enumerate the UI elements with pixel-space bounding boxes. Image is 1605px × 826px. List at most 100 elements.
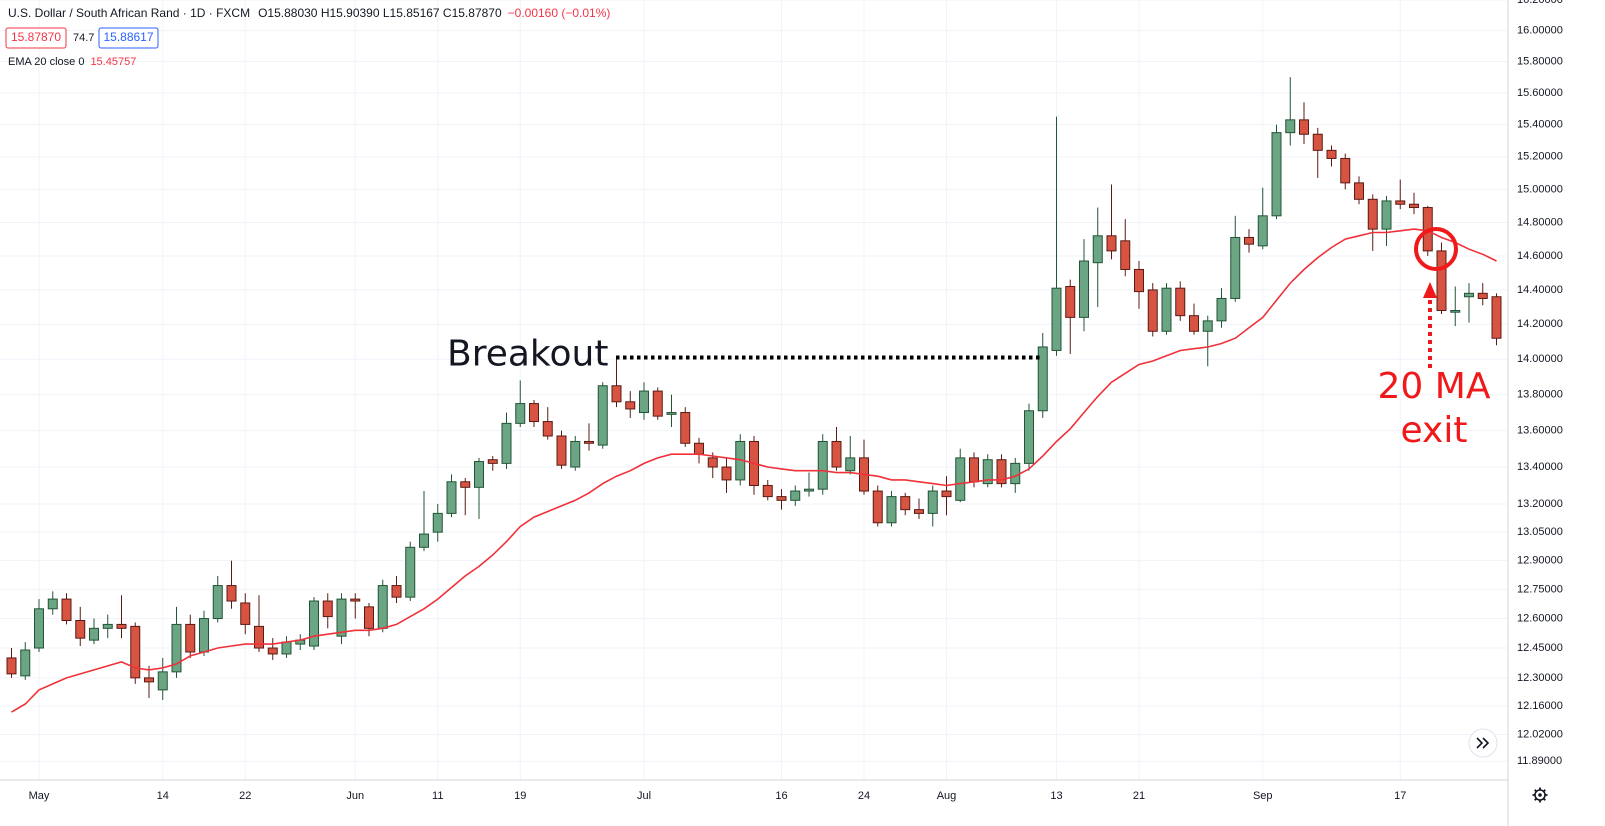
x-tick-label: Jun <box>346 790 364 802</box>
candle-body <box>1326 149 1337 159</box>
candle-body <box>309 600 319 647</box>
candle-body <box>212 585 223 620</box>
bid-box[interactable] <box>5 27 67 49</box>
candle-body <box>144 677 154 683</box>
candle-body <box>377 585 388 629</box>
candle-body <box>707 457 718 468</box>
ask-box[interactable] <box>98 27 159 49</box>
y-tick-label: 16.00000 <box>1517 24 1563 36</box>
candle-body <box>501 422 512 464</box>
scroll-button-icon[interactable] <box>1476 737 1490 749</box>
candle-body <box>240 602 251 625</box>
breakout-label: Breakout <box>447 333 608 374</box>
candle-body <box>776 496 787 501</box>
candle-body <box>322 600 333 618</box>
y-tick-label: 13.40000 <box>1517 461 1563 473</box>
candle-body <box>1189 315 1199 332</box>
candle-body <box>171 623 182 673</box>
x-tick-label: May <box>29 790 50 802</box>
candle-body <box>845 457 856 472</box>
candle-body <box>721 466 732 481</box>
candle-body <box>446 481 457 514</box>
x-tick-label: 22 <box>239 790 251 802</box>
candle-body <box>1202 320 1213 332</box>
indicator-legend: EMA 20 close 0 15.45757 <box>8 56 136 68</box>
y-tick-label: 15.40000 <box>1517 119 1563 131</box>
candle-body <box>831 440 842 468</box>
candle-body <box>969 457 979 483</box>
candle-body <box>419 533 429 548</box>
candle-body <box>1134 268 1144 293</box>
y-tick-label: 12.60000 <box>1517 612 1563 624</box>
candle-body <box>391 585 402 598</box>
candle-body <box>584 440 594 444</box>
candle-body <box>611 385 622 403</box>
candle-body <box>1436 250 1447 311</box>
candle-body <box>597 385 608 446</box>
candle-body <box>199 618 209 653</box>
grid <box>0 0 1508 780</box>
candle-body <box>1051 287 1062 351</box>
bid-price[interactable]: 15.87870 <box>11 30 61 44</box>
candle-body <box>625 401 636 410</box>
candle-body <box>927 490 938 514</box>
header: U.S. Dollar / South African Rand · 1D · … <box>5 6 611 68</box>
y-tick-label: 15.80000 <box>1517 55 1563 67</box>
candle-body <box>487 459 498 464</box>
y-tick-label: 13.05000 <box>1517 526 1563 538</box>
candle-body <box>61 598 72 622</box>
y-tick-label: 12.30000 <box>1517 672 1563 684</box>
ask-price[interactable]: 15.88617 <box>103 30 153 44</box>
candle-body <box>6 657 17 675</box>
candle-body <box>267 647 278 655</box>
exit-label: exit <box>1401 410 1468 451</box>
y-tick-label: 12.75000 <box>1517 583 1563 595</box>
change: −0.00160 (−0.01%) <box>508 6 611 20</box>
gear-hub[interactable] <box>1538 793 1542 797</box>
axes: 11.89000 12.02000 12.16000 12.30000 12.45000… <box>29 0 1563 802</box>
candle-body <box>680 412 691 444</box>
x-tick-label: Jul <box>637 790 651 802</box>
candle-body <box>1395 200 1406 205</box>
ema-line <box>11 228 1497 713</box>
candle-body <box>1367 198 1378 230</box>
candle-body <box>1230 236 1241 299</box>
y-tick-label: 12.16000 <box>1517 700 1563 712</box>
candle-body <box>47 598 58 610</box>
candle-body <box>1354 182 1364 200</box>
candle-body <box>1491 296 1502 339</box>
candle-body <box>666 412 677 415</box>
indicator-name: EMA 20 close 0 <box>8 56 84 68</box>
candle-body <box>1037 346 1048 412</box>
candle-body <box>941 490 952 498</box>
x-tick-label: 24 <box>858 790 870 802</box>
x-tick-label: Aug <box>937 790 957 802</box>
y-tick-label: 15.20000 <box>1517 151 1563 163</box>
gear-ring[interactable] <box>1534 789 1546 801</box>
candle-body <box>1257 215 1268 247</box>
x-tick-label: 13 <box>1050 790 1062 802</box>
candle-body <box>886 496 897 524</box>
symbol-title: U.S. Dollar / South African Rand · 1D · … <box>8 6 250 20</box>
candle-body <box>405 546 416 598</box>
candle-body <box>570 440 581 468</box>
candle-body <box>1106 235 1117 252</box>
y-tick-label: 13.80000 <box>1517 389 1563 401</box>
candle-body <box>1450 309 1461 313</box>
exit-circle <box>1414 227 1458 271</box>
candle-body <box>1079 260 1089 318</box>
settings-button[interactable] <box>1532 787 1548 803</box>
candle-body <box>20 649 31 677</box>
scroll-button[interactable] <box>1468 728 1498 758</box>
candle-body <box>872 490 883 524</box>
candle-body <box>281 641 292 655</box>
candle-body <box>89 627 99 641</box>
exit-arrow-head <box>1423 282 1437 298</box>
y-tick-label: 14.60000 <box>1517 250 1563 262</box>
candle-body <box>75 620 86 639</box>
y-tick-label: 12.45000 <box>1517 642 1563 654</box>
gear-teeth[interactable] <box>1532 787 1548 803</box>
candle-body <box>996 459 1007 485</box>
